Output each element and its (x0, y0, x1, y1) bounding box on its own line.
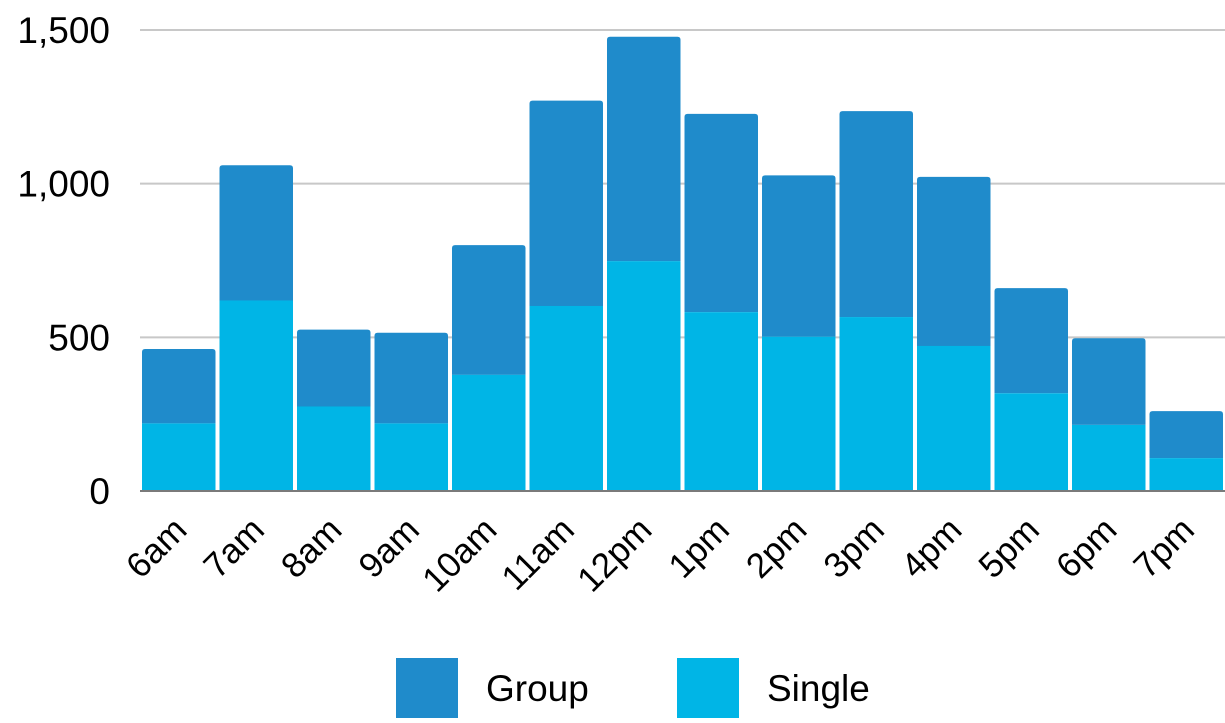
bar-single-12pm (607, 261, 681, 491)
bar-group-9am (374, 332, 448, 424)
x-tick-label: 6am (119, 510, 195, 586)
x-tick-label: 3pm (816, 510, 892, 586)
bar-single-4pm (917, 345, 991, 491)
bar-group-7am (219, 165, 293, 301)
x-tick-label: 6pm (1049, 510, 1125, 586)
legend-swatch-group (396, 658, 458, 718)
x-tick-label: 1pm (661, 510, 737, 586)
bar-group-3pm (839, 111, 913, 318)
legend-swatch-single (677, 658, 739, 718)
y-tick-label: 1,500 (17, 10, 110, 51)
y-tick-label: 0 (89, 471, 110, 512)
bar-single-5pm (994, 393, 1068, 491)
legend-label-single: Single (767, 668, 870, 709)
bar-single-9am (374, 423, 448, 491)
legend-label-group: Group (486, 668, 589, 709)
bar-group-10am (452, 245, 526, 375)
bar-group-1pm (684, 113, 758, 313)
x-tick-label: 11am (494, 510, 582, 598)
bar-group-8am (297, 329, 371, 407)
x-tick-label: 7am (196, 510, 272, 586)
bar-single-1pm (684, 312, 758, 491)
bar-single-10am (452, 374, 526, 491)
bar-group-5pm (994, 288, 1068, 394)
bar-group-6am (142, 349, 216, 424)
x-tick-label: 4pm (894, 510, 970, 586)
x-tick-label: 9am (351, 510, 427, 586)
bar-single-8am (297, 406, 371, 491)
x-tick-label: 5pm (971, 510, 1047, 586)
bar-single-3pm (839, 317, 913, 491)
bar-group-12pm (607, 36, 681, 262)
bar-single-6pm (1072, 424, 1146, 491)
x-tick-label: 10am (415, 510, 504, 599)
bar-single-7pm (1149, 458, 1223, 491)
bar-group-4pm (917, 176, 991, 346)
bar-group-6pm (1072, 338, 1146, 425)
bar-single-2pm (762, 336, 836, 491)
bar-group-2pm (762, 175, 836, 337)
x-tick-label: 12pm (570, 510, 659, 599)
x-tick-label: 8am (274, 510, 350, 586)
bar-single-6am (142, 423, 216, 491)
bar-single-11am (529, 305, 603, 491)
bar-group-11am (529, 100, 603, 306)
y-tick-label: 1,000 (17, 164, 110, 205)
y-tick-label: 500 (48, 317, 110, 358)
bars (142, 36, 1223, 491)
legend: Group Single (396, 658, 870, 718)
x-tick-label: 2pm (739, 510, 815, 586)
bar-group-7pm (1149, 411, 1223, 459)
bar-single-7am (219, 300, 293, 491)
x-tick-label: 7pm (1126, 510, 1202, 586)
